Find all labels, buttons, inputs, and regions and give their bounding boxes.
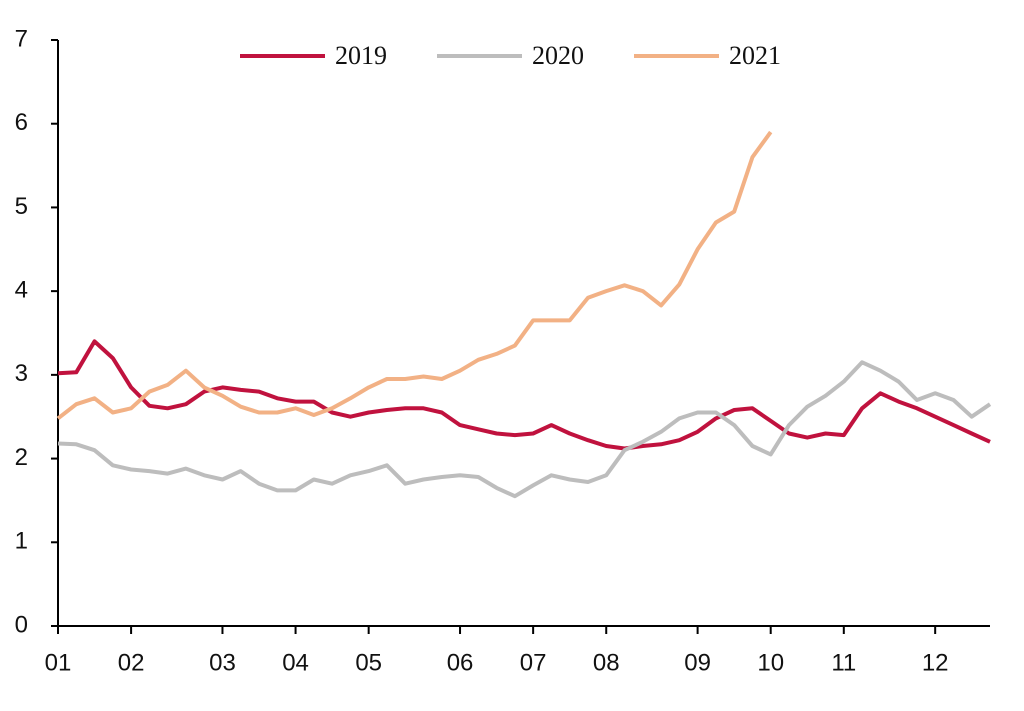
x-tick-label: 12 xyxy=(922,649,949,676)
legend-label: 2020 xyxy=(532,41,584,70)
y-tick-label: 6 xyxy=(15,109,28,136)
series-line xyxy=(57,339,991,451)
y-tick-label: 5 xyxy=(15,193,28,220)
x-tick-label: 01 xyxy=(45,649,72,676)
y-tick-label: 7 xyxy=(15,25,28,52)
y-tick-label: 3 xyxy=(15,360,28,387)
x-tick-label: 04 xyxy=(282,649,309,676)
y-tick-label: 1 xyxy=(15,528,28,555)
y-tick-label: 2 xyxy=(15,444,28,471)
x-tick-label: 11 xyxy=(831,649,856,676)
x-tick-label: 09 xyxy=(684,649,711,676)
x-tick-label: 06 xyxy=(447,649,474,676)
y-tick-label: 4 xyxy=(15,276,28,303)
x-tick-label: 02 xyxy=(118,649,145,676)
y-tick-label: 0 xyxy=(15,611,28,638)
legend-label: 2019 xyxy=(335,41,387,70)
x-tick-label: 03 xyxy=(209,649,236,676)
x-tick-label: 10 xyxy=(757,649,784,676)
series-line xyxy=(56,130,773,420)
x-tick-label: 05 xyxy=(355,649,382,676)
legend-label: 2021 xyxy=(729,41,781,70)
x-tick-label: 07 xyxy=(520,649,547,676)
x-tick-label: 08 xyxy=(593,649,620,676)
series-line xyxy=(57,360,992,499)
